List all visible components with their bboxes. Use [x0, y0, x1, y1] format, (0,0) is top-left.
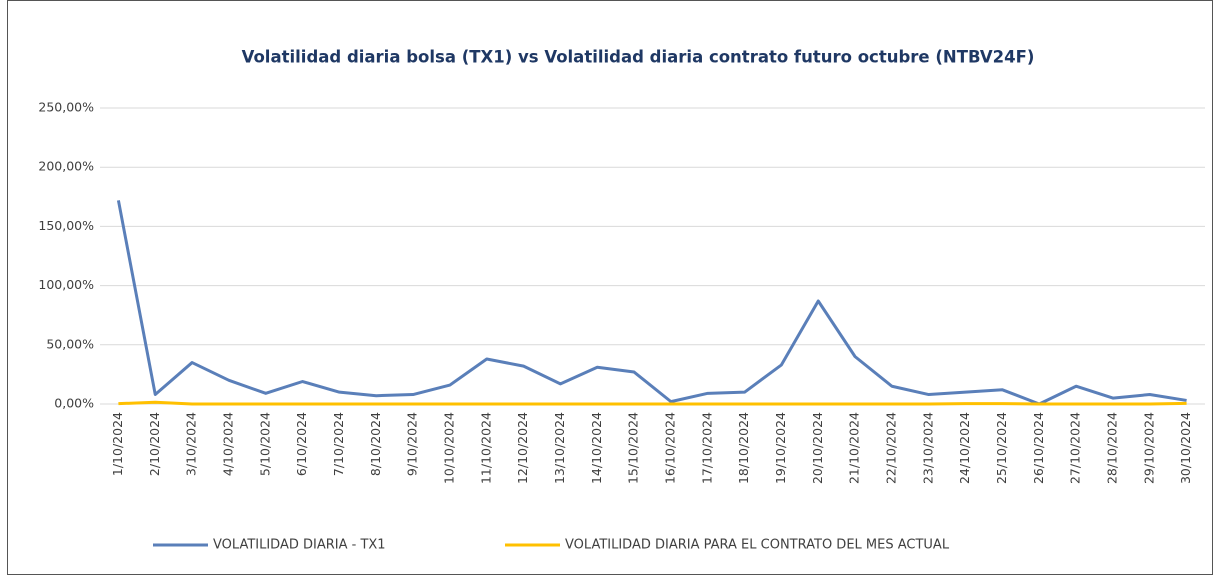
x-tick-label: 9/10/2024 [405, 412, 420, 476]
x-tick-label: 28/10/2024 [1104, 412, 1119, 484]
x-tick-label: 12/10/2024 [515, 412, 530, 484]
x-tick-label: 11/10/2024 [478, 412, 493, 484]
legend-label: VOLATILIDAD DIARIA PARA EL CONTRATO DEL … [565, 538, 950, 553]
legend-label: VOLATILIDAD DIARIA - TX1 [213, 538, 386, 553]
y-tick-label: 0,00% [54, 396, 94, 411]
x-tick-label: 1/10/2024 [110, 412, 125, 476]
x-tick-label: 14/10/2024 [589, 412, 604, 484]
x-tick-label: 8/10/2024 [368, 412, 383, 476]
x-tick-label: 19/10/2024 [773, 412, 788, 484]
x-tick-label: 22/10/2024 [883, 412, 898, 484]
x-tick-label: 16/10/2024 [662, 412, 677, 484]
x-tick-label: 5/10/2024 [257, 412, 272, 476]
y-tick-label: 100,00% [38, 277, 94, 292]
x-tick-label: 7/10/2024 [331, 412, 346, 476]
x-tick-label: 27/10/2024 [1068, 412, 1083, 484]
x-tick-label: 23/10/2024 [920, 412, 935, 484]
x-tick-label: 25/10/2024 [994, 412, 1009, 484]
x-tick-label: 15/10/2024 [626, 412, 641, 484]
x-tick-label: 26/10/2024 [1031, 412, 1046, 484]
series-line [116, 200, 1187, 406]
y-tick-label: 50,00% [46, 336, 94, 351]
x-tick-label: 13/10/2024 [552, 412, 567, 484]
x-tick-label: 29/10/2024 [1141, 412, 1156, 484]
chart-title: Volatilidad diaria bolsa (TX1) vs Volati… [242, 48, 1035, 67]
x-tick-label: 2/10/2024 [147, 412, 162, 476]
x-tick-label: 6/10/2024 [294, 412, 309, 476]
chart-border [7, 0, 1213, 575]
x-tick-label: 21/10/2024 [847, 412, 862, 484]
x-tick-label: 17/10/2024 [699, 412, 714, 484]
x-tick-label: 24/10/2024 [957, 412, 972, 484]
series-line [118, 400, 1187, 406]
y-tick-label: 150,00% [38, 218, 94, 233]
y-tick-label: 200,00% [38, 159, 94, 174]
y-tick-label: 250,00% [38, 100, 94, 115]
x-tick-label: 4/10/2024 [220, 412, 235, 476]
x-tick-label: 18/10/2024 [736, 412, 751, 484]
x-tick-label: 3/10/2024 [184, 412, 199, 476]
x-tick-label: 20/10/2024 [810, 412, 825, 484]
x-tick-label: 10/10/2024 [441, 412, 456, 484]
x-tick-label: 30/10/2024 [1178, 412, 1193, 484]
